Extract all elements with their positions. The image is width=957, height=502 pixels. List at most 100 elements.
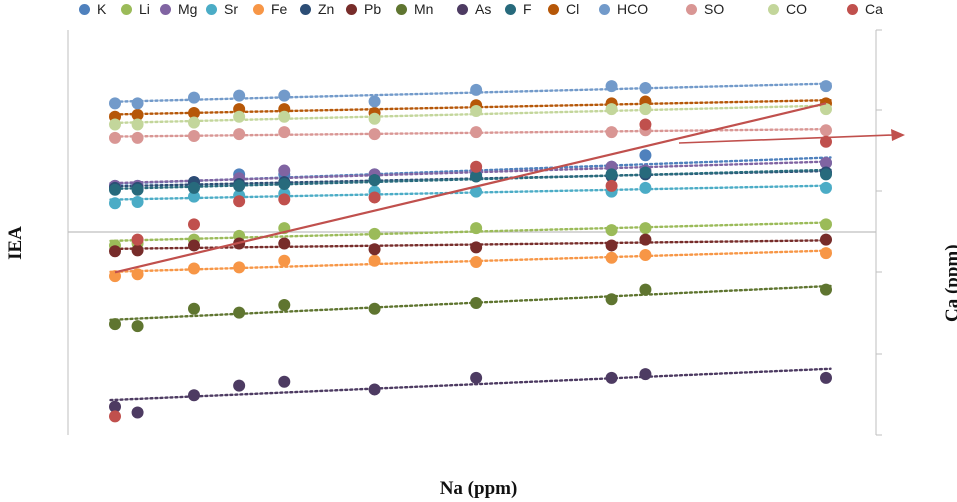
point-fe [109, 270, 121, 283]
point-sr [109, 197, 121, 210]
ca-trend-group [114, 102, 905, 274]
legend-label: K [97, 1, 107, 17]
point-mn [820, 283, 832, 296]
legend-label: Ca [865, 1, 883, 17]
point-hco [605, 80, 618, 93]
point-ca [470, 160, 483, 173]
point-li [470, 222, 483, 235]
point-pb [278, 237, 291, 250]
point-mg [278, 164, 291, 177]
x-axis-title: Na (ppm) [439, 478, 518, 499]
legend-marker [79, 3, 90, 15]
point-ca [639, 118, 652, 131]
point-pb [605, 239, 618, 252]
legend-marker [457, 3, 468, 15]
y-axis-title: IEA [5, 226, 26, 260]
point-f [233, 179, 246, 192]
point-pb [639, 233, 652, 246]
point-co [278, 110, 291, 123]
point-ca [233, 195, 246, 208]
point-mn [109, 318, 121, 331]
legend-marker [686, 3, 697, 15]
legend-item-ca: Ca [847, 1, 883, 17]
point-ca [188, 218, 200, 231]
point-f [109, 183, 121, 196]
legend-label: As [475, 1, 492, 17]
point-f [131, 183, 144, 196]
trendline-pb [109, 239, 832, 251]
chart-legend: K Li Mg Sr Fe Zn Pb Mn As F Cl HCO SO CO Ca [0, 0, 957, 20]
point-f [470, 170, 483, 183]
point-co [233, 110, 246, 123]
point-sr [470, 185, 483, 198]
legend-marker [599, 3, 610, 15]
legend-marker [768, 3, 779, 15]
ca-axis-arrow-head [891, 129, 905, 141]
point-mn [131, 320, 144, 333]
point-fe [820, 247, 832, 260]
point-ca [131, 233, 144, 246]
point-as [188, 389, 200, 402]
point-pb [368, 243, 381, 256]
point-sr [131, 196, 144, 209]
point-pb [470, 241, 483, 254]
legend-label: CO [786, 1, 807, 17]
legend-label: Pb [364, 1, 382, 17]
legend-item-fe: Fe [253, 1, 287, 17]
point-co [368, 112, 381, 125]
points-group [109, 80, 832, 423]
point-mn [368, 302, 381, 315]
point-as [278, 375, 291, 388]
legend-label: Li [139, 1, 150, 17]
point-so [605, 126, 618, 139]
trendline-co [109, 104, 832, 125]
legend-label: HCO [617, 1, 649, 17]
point-hco [639, 82, 652, 94]
point-mn [605, 293, 618, 306]
legend-item-sr: Sr [206, 1, 238, 17]
point-as [605, 371, 618, 384]
point-co [605, 103, 618, 116]
point-so [470, 126, 483, 139]
point-so [368, 128, 381, 141]
ca-axis-arrow-line [678, 134, 894, 144]
point-co [470, 105, 483, 118]
point-as [131, 406, 144, 419]
legend-item-mg: Mg [160, 1, 197, 17]
trendline-f [109, 168, 832, 191]
point-ca [278, 193, 291, 206]
point-as [233, 379, 246, 392]
legend-marker [253, 3, 264, 15]
legend-item-pb: Pb [346, 1, 381, 17]
point-so [131, 131, 144, 144]
legend-marker [160, 3, 171, 15]
point-li [639, 222, 652, 235]
trendline-cl [109, 98, 832, 116]
legend-label: Mn [414, 1, 434, 17]
point-sr [188, 190, 200, 203]
point-pb [109, 245, 121, 258]
point-hco [131, 97, 144, 110]
point-hco [109, 97, 121, 110]
point-sr [639, 181, 652, 194]
trendline-ca [114, 102, 827, 274]
point-k [639, 149, 652, 162]
point-co [820, 103, 832, 116]
legend-marker [121, 3, 132, 15]
legend-marker [548, 3, 559, 15]
point-pb [188, 239, 200, 252]
point-mn [188, 302, 200, 315]
point-hco [233, 89, 246, 102]
legend-label: F [523, 1, 532, 17]
point-fe [639, 249, 652, 262]
point-mn [233, 306, 246, 319]
legend-item-k: K [79, 1, 106, 17]
point-fe [278, 254, 291, 267]
legend-label: Sr [224, 1, 238, 17]
trendline-li [109, 221, 832, 243]
point-mn [470, 297, 483, 310]
legend-item-cl: Cl [548, 1, 579, 17]
legend-marker [300, 3, 311, 15]
point-f [820, 168, 832, 181]
legend-item-as: As [457, 1, 491, 17]
